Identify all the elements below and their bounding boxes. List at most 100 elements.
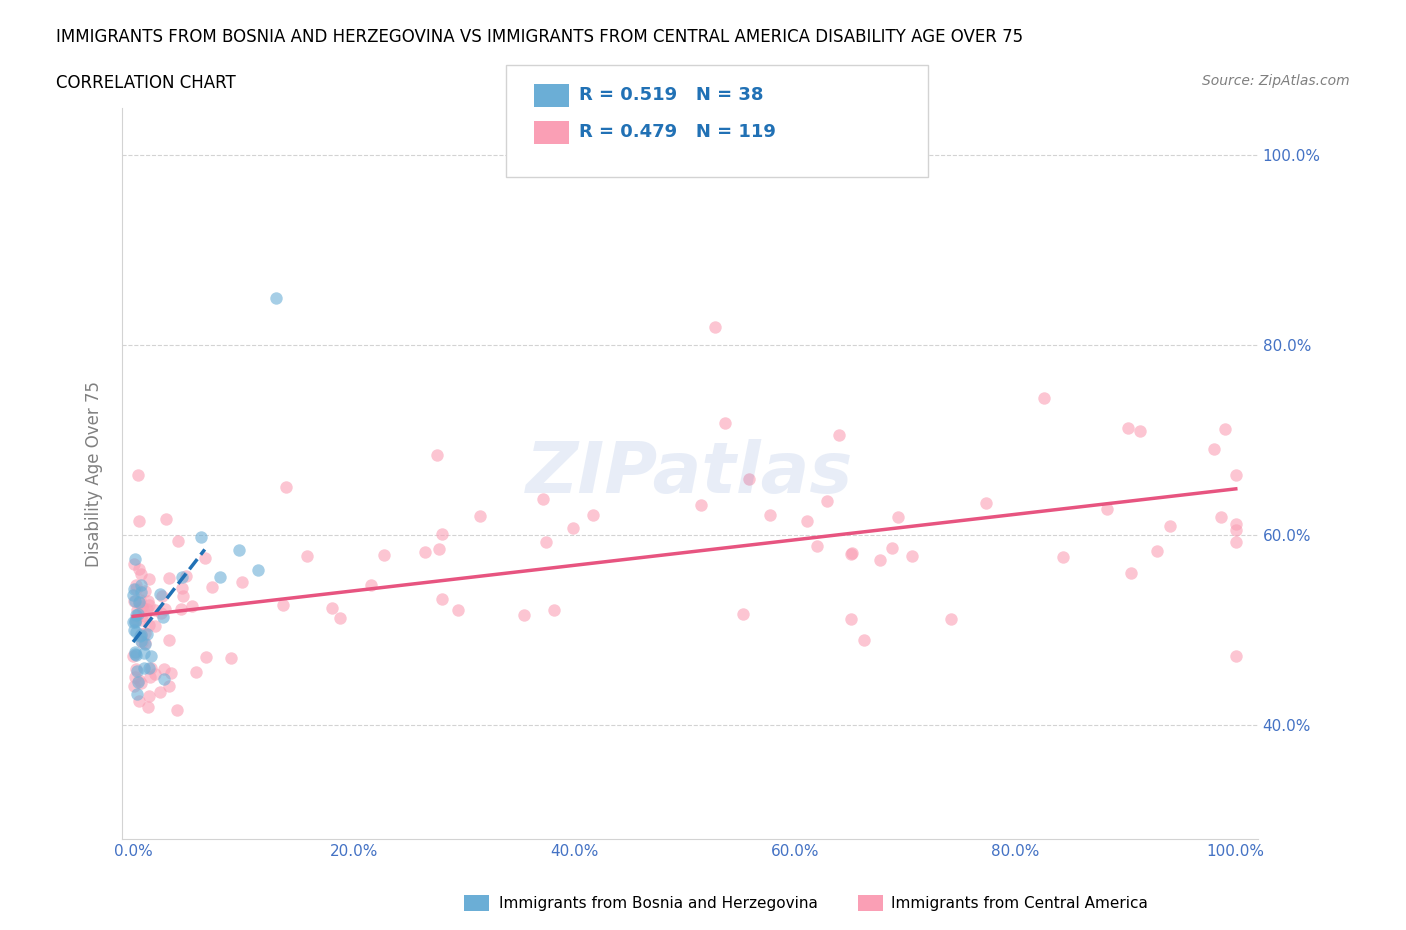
- Point: [149, 684, 172, 699]
- Point: [1225, 516, 1247, 531]
- Point: [127, 606, 149, 621]
- Point: [125, 661, 148, 676]
- Point: [853, 632, 876, 647]
- Point: [531, 491, 554, 506]
- Point: [869, 552, 891, 567]
- Y-axis label: Disability Age Over 75: Disability Age Over 75: [86, 380, 103, 566]
- Point: [125, 603, 148, 618]
- Point: [1146, 543, 1168, 558]
- Point: [122, 623, 145, 638]
- Point: [131, 600, 153, 615]
- Point: [796, 513, 818, 528]
- Point: [430, 526, 453, 541]
- Point: [124, 582, 146, 597]
- Point: [1202, 442, 1225, 457]
- Point: [135, 627, 157, 642]
- Point: [125, 625, 148, 640]
- Point: [159, 570, 181, 585]
- Point: [172, 589, 194, 604]
- Point: [136, 593, 159, 608]
- Point: [127, 467, 149, 482]
- Point: [841, 547, 863, 562]
- Point: [125, 607, 148, 622]
- Point: [129, 675, 152, 690]
- Point: [149, 587, 172, 602]
- Point: [246, 563, 269, 578]
- Point: [153, 671, 176, 686]
- Point: [1213, 421, 1236, 436]
- Point: [134, 625, 156, 640]
- Point: [295, 549, 318, 564]
- Point: [155, 512, 177, 526]
- Point: [138, 660, 160, 675]
- Point: [124, 578, 146, 592]
- Point: [134, 635, 156, 650]
- Point: [152, 610, 174, 625]
- Point: [129, 626, 152, 641]
- Point: [125, 613, 148, 628]
- Point: [153, 602, 176, 617]
- Point: [149, 605, 172, 620]
- Point: [132, 660, 155, 675]
- Point: [134, 636, 156, 651]
- Point: [127, 675, 149, 690]
- Point: [122, 587, 145, 602]
- Point: [194, 551, 217, 565]
- Point: [1159, 518, 1181, 533]
- Point: [124, 581, 146, 596]
- Point: [882, 541, 904, 556]
- Point: [427, 541, 450, 556]
- Point: [157, 632, 180, 647]
- Point: [231, 575, 253, 590]
- Point: [157, 679, 180, 694]
- Point: [373, 548, 395, 563]
- Point: [841, 546, 863, 561]
- Point: [124, 647, 146, 662]
- Point: [131, 634, 153, 649]
- Point: [170, 570, 193, 585]
- Text: Source: ZipAtlas.com: Source: ZipAtlas.com: [1202, 74, 1350, 88]
- Point: [124, 551, 146, 566]
- Point: [139, 648, 162, 663]
- Point: [153, 661, 176, 676]
- Point: [430, 591, 453, 606]
- Point: [132, 645, 155, 660]
- Point: [134, 584, 156, 599]
- Text: Immigrants from Bosnia and Herzegovina: Immigrants from Bosnia and Herzegovina: [499, 896, 818, 910]
- Point: [266, 290, 288, 305]
- Point: [128, 514, 150, 529]
- Point: [1225, 467, 1247, 482]
- Point: [839, 611, 862, 626]
- Point: [939, 611, 962, 626]
- Point: [141, 661, 163, 676]
- Point: [582, 508, 605, 523]
- Point: [1225, 522, 1247, 537]
- Point: [136, 601, 159, 616]
- Point: [131, 567, 153, 582]
- Point: [703, 319, 725, 334]
- Point: [167, 534, 190, 549]
- Point: [1121, 565, 1143, 580]
- Point: [1209, 510, 1232, 525]
- Point: [759, 508, 782, 523]
- Point: [806, 538, 828, 553]
- Point: [562, 520, 585, 535]
- Point: [124, 593, 146, 608]
- Point: [127, 686, 149, 701]
- Point: [138, 618, 160, 632]
- Text: ZIPatlas: ZIPatlas: [526, 439, 853, 508]
- Point: [129, 585, 152, 600]
- Point: [138, 688, 160, 703]
- Point: [128, 672, 150, 687]
- Point: [122, 615, 145, 630]
- Point: [170, 602, 193, 617]
- Point: [360, 578, 382, 592]
- Point: [1129, 423, 1152, 438]
- Point: [186, 664, 208, 679]
- Point: [1052, 550, 1074, 565]
- Point: [124, 615, 146, 630]
- Point: [329, 611, 352, 626]
- Point: [901, 548, 924, 563]
- Point: [738, 472, 761, 486]
- Point: [887, 510, 910, 525]
